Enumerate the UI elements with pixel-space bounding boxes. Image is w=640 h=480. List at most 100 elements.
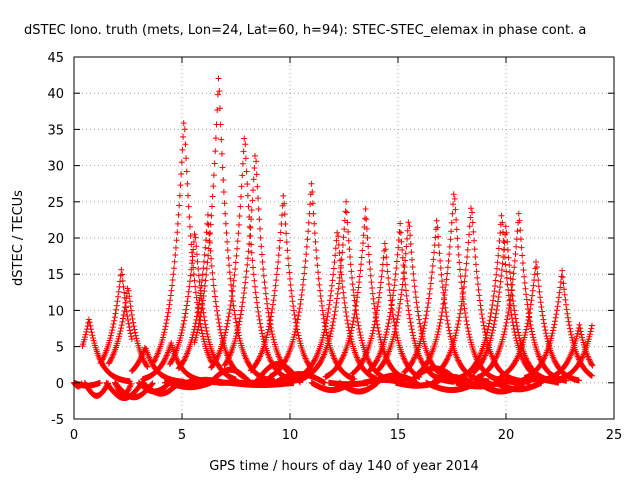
- data-point: [332, 304, 339, 311]
- data-point: [279, 212, 286, 219]
- data-point: [200, 336, 207, 343]
- data-point: [539, 308, 546, 315]
- data-point: [425, 300, 432, 307]
- data-point: [404, 235, 411, 242]
- data-point: [160, 331, 167, 338]
- data-point: [549, 330, 556, 337]
- data-point: [194, 326, 201, 333]
- data-point: [333, 237, 340, 244]
- data-point: [125, 386, 132, 393]
- data-point: [289, 298, 296, 305]
- data-point: [343, 209, 350, 216]
- data-point: [533, 263, 540, 270]
- data-point: [473, 268, 480, 275]
- data-point: [257, 324, 264, 331]
- data-point: [161, 357, 168, 364]
- data-point: [87, 322, 94, 329]
- data-point: [276, 354, 283, 361]
- data-point: [301, 264, 308, 271]
- data-point: [367, 272, 374, 279]
- data-point: [165, 305, 172, 312]
- data-point: [511, 307, 518, 314]
- data-point: [357, 332, 364, 339]
- data-point: [295, 312, 302, 319]
- data-point: [170, 353, 177, 360]
- data-point: [462, 310, 469, 317]
- data-point: [225, 317, 232, 324]
- data-point: [272, 282, 279, 289]
- data-point: [318, 298, 325, 305]
- data-point: [362, 206, 369, 213]
- data-point: [462, 314, 469, 321]
- data-point: [195, 272, 202, 279]
- data-point: [383, 261, 390, 268]
- data-point: [169, 277, 176, 284]
- data-point: [568, 334, 575, 341]
- data-point: [190, 271, 197, 278]
- data-point: [267, 313, 274, 320]
- data-point: [207, 230, 214, 237]
- data-point: [250, 264, 257, 271]
- data-point: [446, 251, 453, 258]
- data-point: [404, 302, 411, 309]
- data-point: [542, 330, 549, 337]
- data-point: [265, 326, 272, 333]
- data-point: [132, 329, 139, 336]
- data-point: [312, 238, 319, 245]
- data-point: [248, 216, 255, 223]
- data-point: [311, 357, 318, 364]
- data-point: [384, 268, 391, 275]
- data-point: [529, 287, 536, 294]
- data-point: [107, 332, 114, 339]
- data-point: [283, 354, 290, 361]
- data-point: [230, 277, 237, 284]
- data-point: [329, 277, 336, 284]
- data-point: [114, 298, 121, 305]
- data-point: [243, 268, 250, 275]
- data-point: [241, 285, 248, 291]
- data-point: [502, 322, 509, 329]
- data-point: [449, 210, 456, 217]
- data-point: [517, 236, 524, 243]
- data-point: [520, 267, 527, 274]
- data-point: [430, 256, 437, 263]
- data-point: [269, 301, 276, 308]
- data-point: [206, 231, 213, 238]
- data-point: [356, 273, 363, 280]
- data-point: [515, 210, 522, 217]
- data-point: [294, 319, 301, 326]
- data-point: [317, 287, 324, 294]
- data-point: [345, 237, 352, 244]
- data-point: [503, 268, 510, 275]
- data-point: [350, 318, 357, 325]
- data-point: [308, 180, 315, 187]
- data-point: [172, 251, 179, 258]
- data-point: [195, 323, 202, 330]
- data-point: [579, 334, 586, 341]
- data-point: [284, 353, 291, 360]
- data-point: [342, 304, 349, 311]
- data-point: [186, 283, 193, 290]
- data-point: [170, 355, 177, 362]
- data-point: [234, 238, 241, 245]
- data-point: [188, 249, 195, 256]
- data-point: [350, 292, 357, 299]
- data-point: [216, 323, 223, 330]
- data-point: [387, 297, 394, 304]
- data-point: [422, 319, 428, 326]
- data-point: [558, 273, 565, 280]
- data-point: [530, 282, 537, 289]
- data-point: [502, 325, 509, 332]
- data-point: [391, 282, 398, 289]
- data-point: [494, 259, 501, 266]
- data-point: [226, 310, 233, 317]
- data-point: [167, 292, 174, 299]
- data-point: [319, 307, 326, 314]
- data-point: [254, 304, 261, 311]
- data-point: [118, 325, 125, 332]
- data-point: [379, 267, 386, 274]
- data-point: [562, 296, 569, 303]
- data-point: [245, 248, 252, 255]
- data-point: [277, 229, 284, 236]
- data-point: [493, 271, 500, 278]
